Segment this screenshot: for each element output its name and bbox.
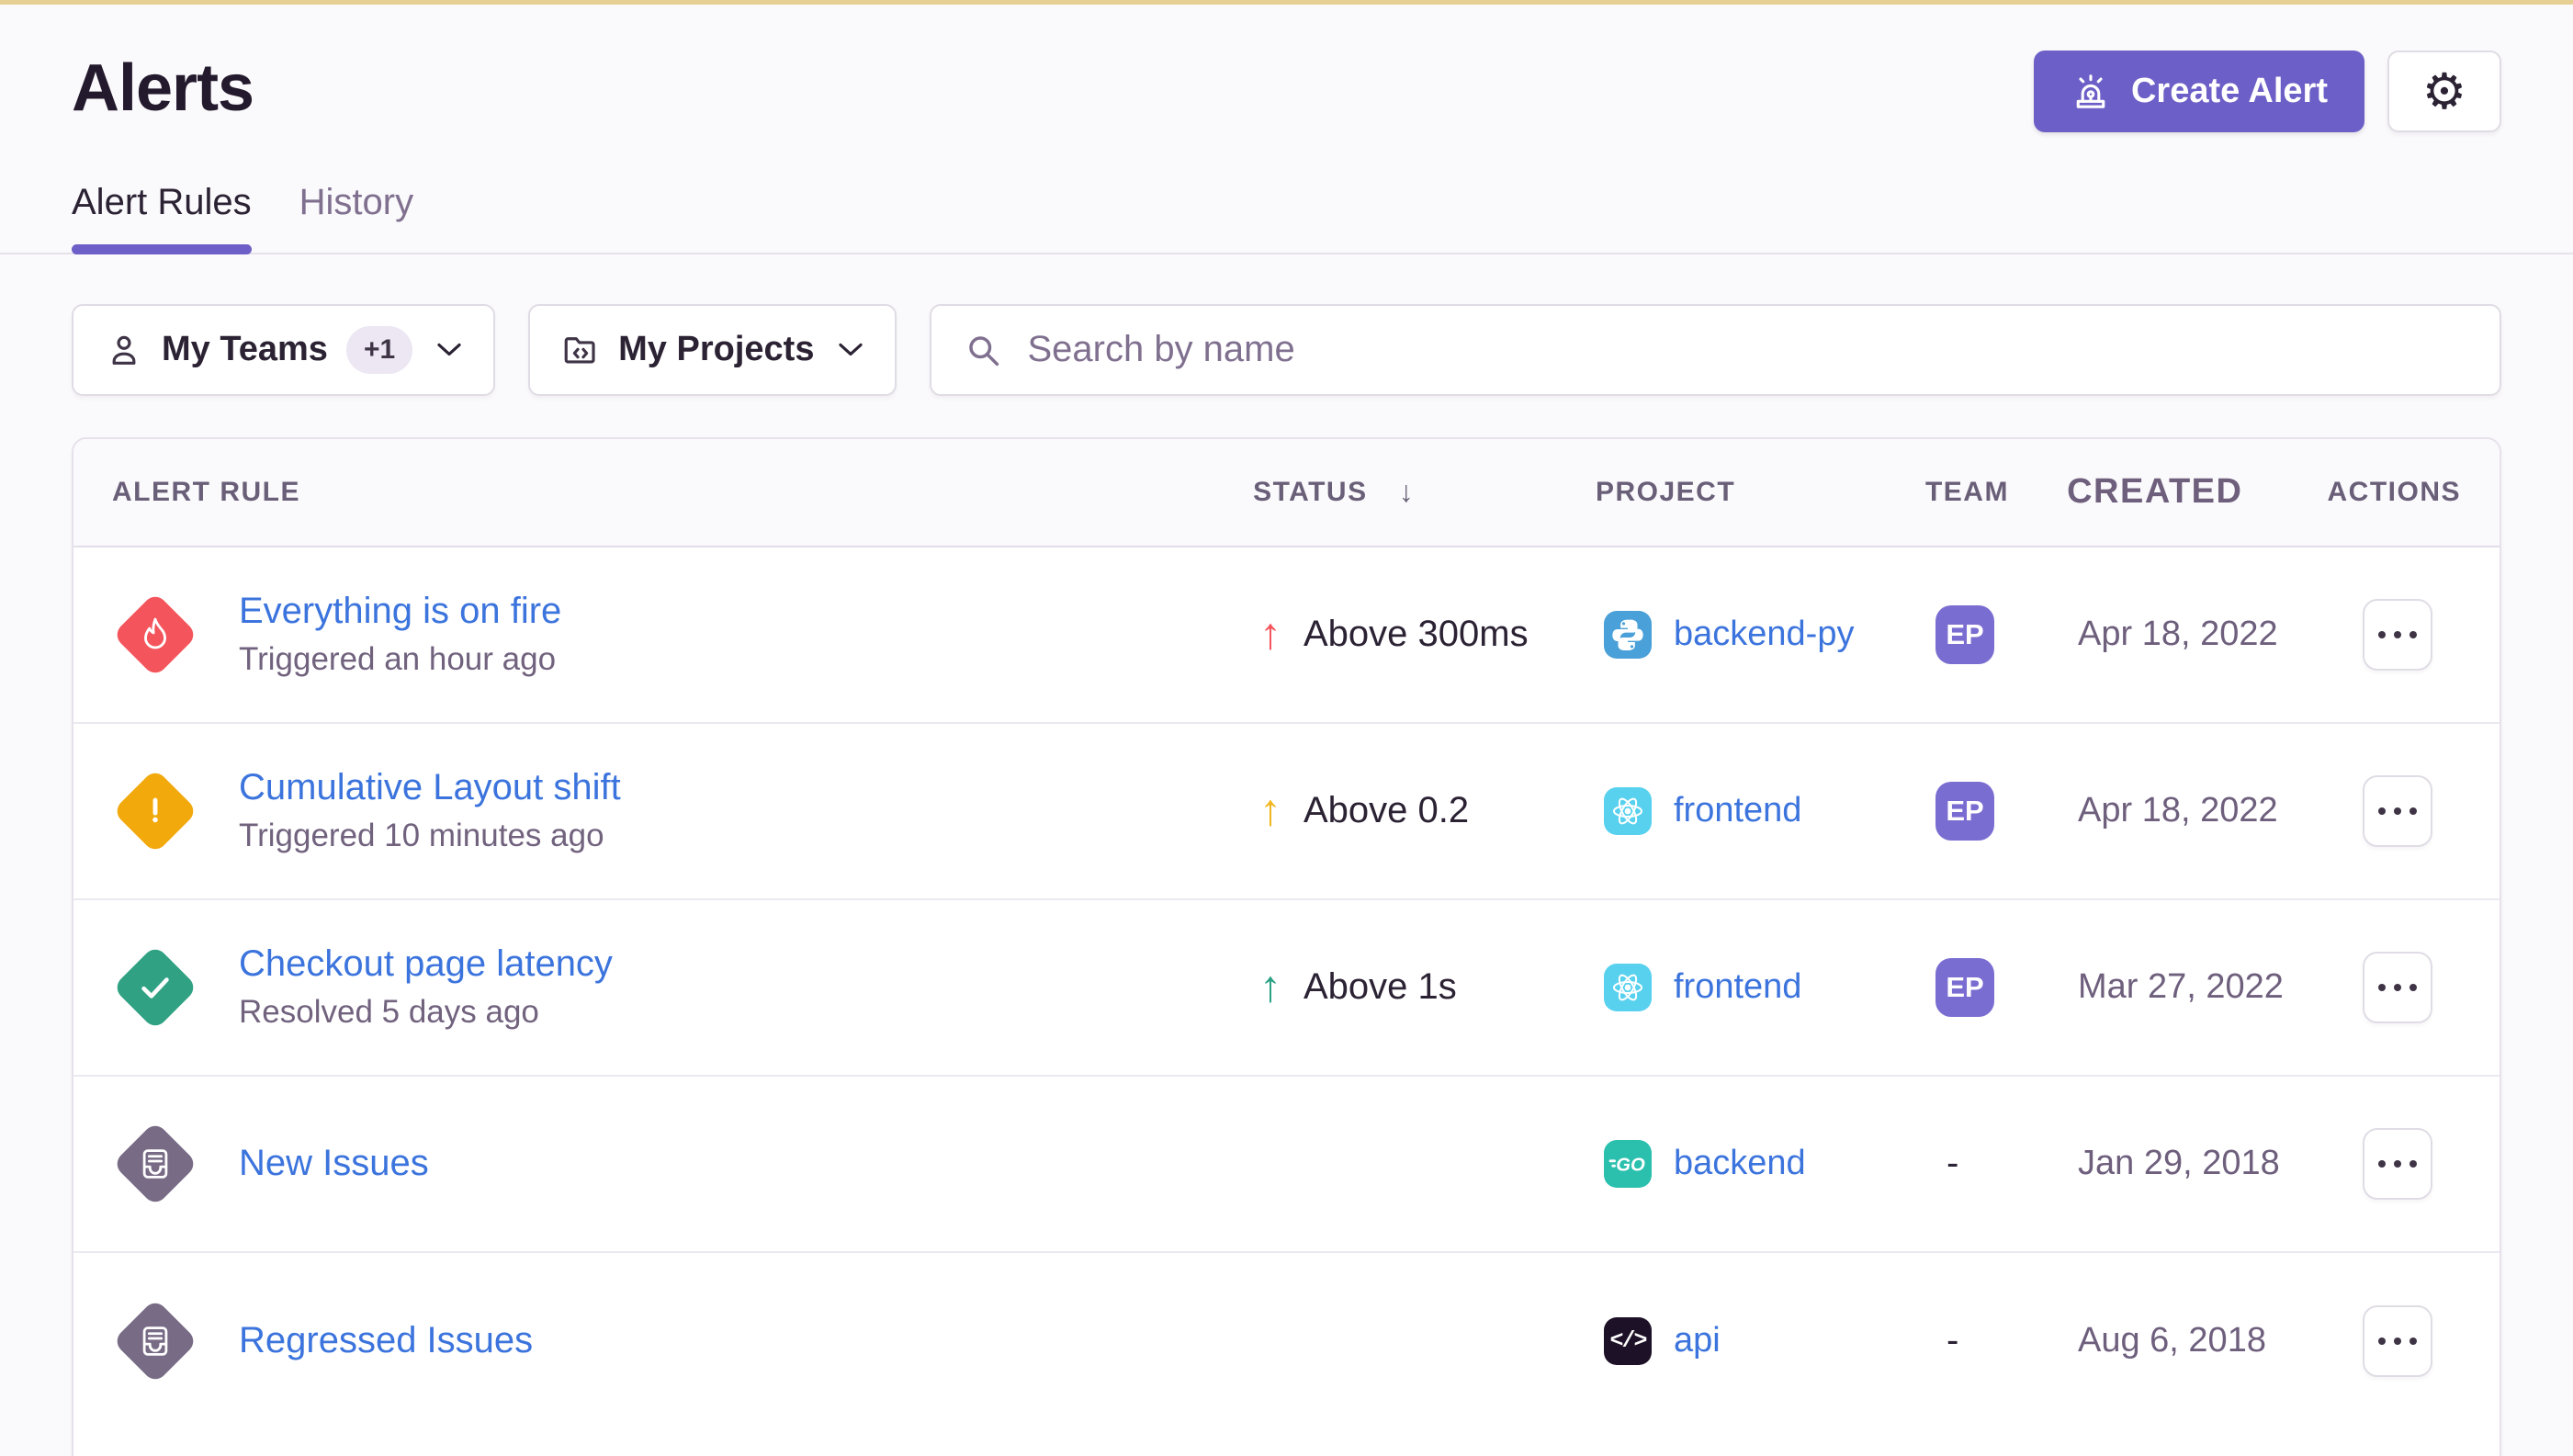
search-box [930,303,2501,396]
chevron-down-icon [838,342,863,358]
tab-alert-rules[interactable]: Alert Rules [72,182,252,254]
project-link[interactable]: backend-py [1674,615,1855,654]
sort-descending-icon: ↓ [1398,475,1414,509]
code-icon: </> [1604,1316,1652,1365]
row-actions-button[interactable] [2363,774,2432,847]
alert-rule-link[interactable]: New Issues [239,1143,429,1184]
alert-rules-table: ALERT RULE STATUS ↓ PROJECT TEAM CREATED… [72,436,2501,1456]
projects-filter-dropdown[interactable]: My Projects [528,303,897,396]
create-alert-button[interactable]: Create Alert [2033,51,2364,132]
trend-up-icon: ↑ [1259,962,1281,1011]
filter-bar: My Teams +1 My Projects [72,303,2501,396]
project-link[interactable]: frontend [1674,967,1802,1007]
column-header-actions: ACTIONS [2327,476,2461,507]
warning-icon [112,768,198,854]
tab-history[interactable]: History [299,181,414,222]
column-header-team[interactable]: TEAM [1924,476,2009,507]
table-row-partial [73,1428,2500,1456]
issues-icon [112,1298,198,1384]
alert-rule-trigger-text: Resolved 5 days ago [239,994,539,1031]
row-actions-button[interactable] [2363,951,2432,1023]
project-link[interactable]: frontend [1674,791,1802,830]
gear-icon: ⚙ [2421,63,2467,119]
teams-filter-label: My Teams [162,330,328,369]
row-actions-button[interactable] [2363,1304,2432,1377]
python-icon [1604,610,1652,659]
svg-text:GO: GO [1616,1155,1645,1175]
environment-strip [0,0,2573,5]
table-row: Cumulative Layout shift Triggered 10 min… [73,723,2500,900]
tabs: Alert Rules History [72,181,2501,254]
table-row: New Issues ↑ GO backend - Jan 29, 2018 [73,1076,2500,1253]
alert-rule-trigger-text: Triggered an hour ago [239,641,557,678]
react-icon [1604,963,1652,1011]
column-header-project[interactable]: PROJECT [1595,476,1736,507]
fire-icon [112,592,198,678]
project-link[interactable]: api [1674,1321,1721,1360]
create-alert-label: Create Alert [2130,72,2328,110]
search-icon [963,330,1003,370]
column-header-created[interactable]: CREATED [2067,472,2243,512]
header-actions: Create Alert ⚙ [2033,51,2501,132]
project-folder-icon [561,331,600,369]
team-badge: EP [1935,781,1994,841]
created-date: Mar 27, 2022 [2078,967,2284,1007]
column-header-alert-rule[interactable]: ALERT RULE [112,476,300,507]
person-icon [105,331,143,369]
column-header-status[interactable]: STATUS ↓ [1253,475,1414,509]
check-icon [112,944,198,1031]
table-body: Everything is on fire Triggered an hour … [73,547,2500,1429]
team-none: - [1947,1320,1959,1361]
created-date: Aug 6, 2018 [2078,1321,2266,1360]
status-threshold: Above 300ms [1303,614,1529,655]
status-threshold: Above 1s [1303,966,1457,1008]
chevron-down-icon [436,342,462,358]
created-date: Apr 18, 2022 [2078,615,2278,654]
table-header-row: ALERT RULE STATUS ↓ PROJECT TEAM CREATED… [73,438,2500,547]
table-row: Regressed Issues ↑ </> api - Aug 6, 2018 [73,1252,2500,1429]
team-badge: EP [1935,604,1994,664]
team-badge: EP [1935,957,1994,1017]
trend-up-icon: ↑ [1259,785,1281,835]
table-row: Everything is on fire Triggered an hour … [73,547,2500,724]
settings-button[interactable]: ⚙ [2387,51,2501,132]
row-actions-button[interactable] [2363,1127,2432,1200]
created-date: Jan 29, 2018 [2078,1144,2280,1183]
search-input[interactable] [1027,329,2468,371]
alerts-page: Alerts Create Alert ⚙ [0,5,2573,1456]
status-threshold: Above 0.2 [1303,790,1470,831]
go-icon: GO [1604,1139,1652,1188]
tabs-divider: Alert Rules History [0,182,2573,254]
react-icon [1604,786,1652,835]
alert-rule-link[interactable]: Everything is on fire [239,591,562,632]
row-actions-button[interactable] [2363,598,2432,671]
page-title: Alerts [72,51,254,125]
teams-extra-count-badge: +1 [345,325,413,374]
issues-icon [112,1121,198,1207]
alert-rule-link[interactable]: Checkout page latency [239,943,613,985]
team-none: - [1947,1143,1959,1184]
alert-rule-trigger-text: Triggered 10 minutes ago [239,818,604,854]
table-row: Checkout page latency Resolved 5 days ag… [73,899,2500,1077]
teams-filter-dropdown[interactable]: My Teams +1 [72,303,496,396]
created-date: Apr 18, 2022 [2078,791,2278,830]
alert-rule-link[interactable]: Regressed Issues [239,1320,534,1361]
alert-rule-link[interactable]: Cumulative Layout shift [239,767,621,808]
trend-up-icon: ↑ [1259,609,1281,659]
project-link[interactable]: backend [1674,1144,1806,1183]
page-header: Alerts Create Alert ⚙ [0,5,2573,254]
projects-filter-label: My Projects [618,330,815,369]
siren-icon [2071,72,2111,112]
